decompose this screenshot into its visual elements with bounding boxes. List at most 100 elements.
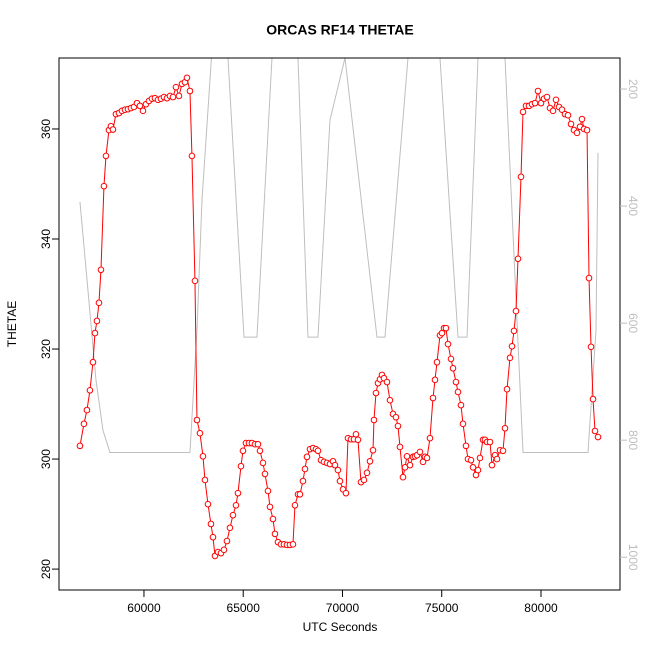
data-point [552,96,560,104]
data-point [191,277,199,285]
data-point [476,454,484,462]
data-point [204,500,212,508]
data-point [429,394,437,402]
data-point [237,462,245,470]
data-point [183,74,191,82]
y2-tick-label: 600 [626,313,640,333]
data-point [537,99,545,107]
data-point [426,434,434,442]
data-point [234,489,242,497]
data-point [289,541,297,548]
data-point [102,152,110,160]
data-point [254,440,262,448]
data-point [462,442,470,450]
data-point [506,354,514,362]
data-point [567,120,575,128]
data-point [109,126,117,133]
data-point [399,473,407,481]
data-point [223,537,231,545]
data-point [331,461,339,469]
y-axis-label: THETAE [5,301,19,347]
data-point [558,106,566,114]
x-tick-label: 80000 [524,601,558,615]
x-tick-label: 75000 [425,601,459,615]
data-point [585,274,593,282]
data-point [406,461,414,469]
data-point [587,343,595,351]
data-point [531,99,539,107]
data-point [264,487,272,495]
data-point [76,442,84,450]
data-point [169,93,177,101]
data-point [514,255,522,263]
data-point [196,429,204,437]
data-point [239,447,247,455]
data-point [459,420,467,428]
data-point [296,490,304,498]
data-point [363,469,371,477]
data-point [80,420,88,428]
data-point [93,317,101,325]
data-point [454,388,462,396]
data-point [342,489,350,497]
data-point [201,476,209,484]
data-point [261,470,269,478]
data-point [229,511,237,519]
data-point [172,83,180,91]
series-line [79,58,599,453]
y2-tick-label: 200 [626,79,640,99]
data-point [591,427,599,435]
y2-tick-label: 1000 [626,544,640,571]
data-point [392,413,400,421]
data-point [136,102,144,110]
plot-area [76,58,602,560]
data-point [501,424,509,432]
data-point [220,546,228,554]
y2-tick-label: 800 [626,430,640,450]
data-point [449,364,457,372]
data-point [499,447,507,455]
data-point [299,477,307,485]
data-point [442,324,450,332]
data-point [493,455,501,463]
data-point [583,126,591,134]
data-point [207,520,215,528]
data-point [301,465,309,473]
data-point [447,355,455,363]
data-point [314,447,322,455]
data-point [259,459,267,467]
data-point [95,299,103,307]
data-point [564,111,572,119]
data-point [503,385,511,393]
plot-frame [58,57,621,591]
data-point [291,501,299,509]
x-tick-label: 70000 [326,601,360,615]
data-point [334,466,342,474]
data-point [266,503,274,511]
data-point [396,443,404,451]
data-point [386,396,394,404]
data-point [508,342,516,350]
data-point [188,152,196,160]
chart-title: ORCAS RF14 THETAE [266,22,414,38]
data-point [89,358,97,366]
data-point [209,533,217,541]
data-point [457,401,465,409]
data-point [97,266,105,274]
y-tick-label: 320 [39,339,53,359]
y-tick-label: 360 [39,119,53,139]
data-point [573,129,581,137]
data-point [139,107,147,115]
data-point [517,173,525,181]
data-point [431,376,439,384]
data-point [256,447,264,455]
data-point [226,524,234,532]
data-point [467,456,475,464]
data-point [91,329,99,337]
data-point [269,515,277,523]
y2-tick-label: 400 [626,196,640,216]
y-tick-label: 340 [39,229,53,249]
data-point [543,93,551,101]
data-point [534,87,542,95]
